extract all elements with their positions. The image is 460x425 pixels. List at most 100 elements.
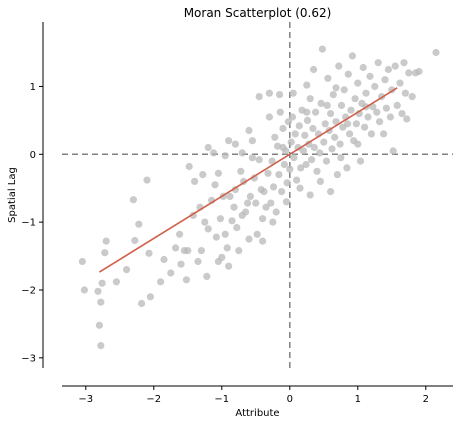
- x-tick-label: 2: [423, 394, 429, 405]
- scatter-point: [297, 164, 305, 172]
- scatter-point: [354, 79, 362, 87]
- scatter-point: [306, 191, 314, 199]
- scatter-point: [259, 215, 267, 223]
- scatter-point: [235, 247, 243, 255]
- scatter-point: [384, 65, 392, 74]
- scatter-point: [191, 177, 199, 185]
- scatter-point: [348, 52, 356, 60]
- scatter-point: [203, 272, 211, 280]
- scatter-point: [295, 122, 303, 130]
- scatter-point: [80, 286, 88, 294]
- scatter-point: [282, 198, 290, 206]
- scatter-point: [389, 147, 397, 155]
- scatter-point: [415, 67, 423, 76]
- scatter-point: [332, 118, 340, 126]
- scatter-point: [408, 93, 416, 101]
- scatter-point: [97, 298, 105, 306]
- scatter-point: [302, 160, 310, 169]
- scatter-point: [351, 95, 359, 103]
- scatter-point: [218, 253, 226, 261]
- scatter-point: [296, 184, 304, 192]
- scatter-point: [337, 154, 345, 162]
- scatter-point: [367, 130, 375, 138]
- scatter-point: [269, 183, 278, 191]
- scatter-point: [336, 140, 344, 148]
- scatter-point: [146, 293, 154, 301]
- scatter-point: [327, 110, 335, 118]
- scatter-point: [221, 152, 229, 160]
- scatter-point: [230, 203, 238, 211]
- scatter-point: [245, 235, 253, 243]
- scatter-point: [310, 65, 318, 74]
- scatter-point: [131, 236, 139, 245]
- scatter-point: [400, 59, 408, 67]
- scatter-point: [386, 113, 394, 121]
- scatter-point: [167, 269, 175, 277]
- scatter-point: [308, 156, 316, 164]
- scatter-point: [225, 262, 233, 270]
- scatter-point: [279, 124, 287, 133]
- scatter-point: [252, 199, 260, 207]
- scatter-point: [327, 188, 335, 196]
- scatter-point: [98, 279, 106, 287]
- scatter-point: [233, 224, 241, 232]
- scatter-point: [276, 91, 284, 99]
- scatter-point: [283, 179, 291, 187]
- scatter-point: [226, 192, 234, 200]
- y-tick-label: −2: [21, 285, 36, 296]
- scatter-point: [143, 176, 151, 184]
- scatter-point: [432, 48, 440, 57]
- scatter-point: [332, 84, 340, 92]
- scatter-point: [157, 278, 165, 286]
- scatter-point: [267, 199, 275, 207]
- scatter-point: [396, 79, 404, 87]
- scatter-point: [347, 106, 355, 114]
- scatter-point: [405, 69, 413, 77]
- scatter-point: [333, 171, 341, 179]
- x-tick-label: −3: [78, 394, 93, 405]
- scatter-point: [289, 89, 297, 97]
- scatter-point: [288, 113, 297, 121]
- scatter-point: [129, 196, 137, 204]
- scatter-point: [382, 104, 390, 112]
- scatter-point: [301, 131, 309, 139]
- scatter-point: [391, 62, 399, 70]
- scatter-point: [356, 157, 365, 165]
- scatter-point: [280, 160, 288, 169]
- scatter-point: [214, 169, 222, 177]
- scatter-point: [312, 108, 320, 116]
- scatter-point: [317, 99, 325, 107]
- scatter-point: [172, 244, 180, 252]
- scatter-point: [403, 115, 411, 123]
- scatter-point: [225, 137, 233, 145]
- scatter-point: [204, 143, 212, 152]
- scatter-point: [269, 218, 277, 226]
- scatter-point: [185, 162, 193, 171]
- reference-lines: [62, 22, 453, 368]
- scatter-point: [303, 81, 311, 89]
- scatter-point: [328, 145, 336, 153]
- scatter-point: [276, 108, 284, 116]
- x-tick-label: 0: [287, 394, 293, 405]
- scatter-point: [324, 74, 332, 82]
- y-axis-label: Spatial Lag: [7, 167, 18, 223]
- scatter-point: [340, 86, 348, 94]
- scatter-point: [211, 181, 219, 189]
- scatter-point: [346, 130, 354, 138]
- scatter-point: [371, 82, 379, 91]
- scatter-point: [279, 143, 287, 152]
- scatter-point: [182, 276, 190, 284]
- scatter-point: [318, 45, 326, 53]
- scatter-point: [237, 167, 245, 175]
- scatter-point: [393, 101, 401, 109]
- scatter-point: [223, 244, 231, 252]
- scatter-point: [238, 149, 246, 157]
- scatter-point: [194, 257, 202, 266]
- scatter-point: [316, 177, 324, 185]
- axes: −3 −2 −1 0 1 2 −3 −2 −1 0 1: [21, 22, 453, 405]
- scatter-point: [244, 199, 252, 207]
- scatter-point: [316, 149, 324, 157]
- scatter-point: [271, 133, 279, 141]
- scatter-point: [380, 130, 388, 138]
